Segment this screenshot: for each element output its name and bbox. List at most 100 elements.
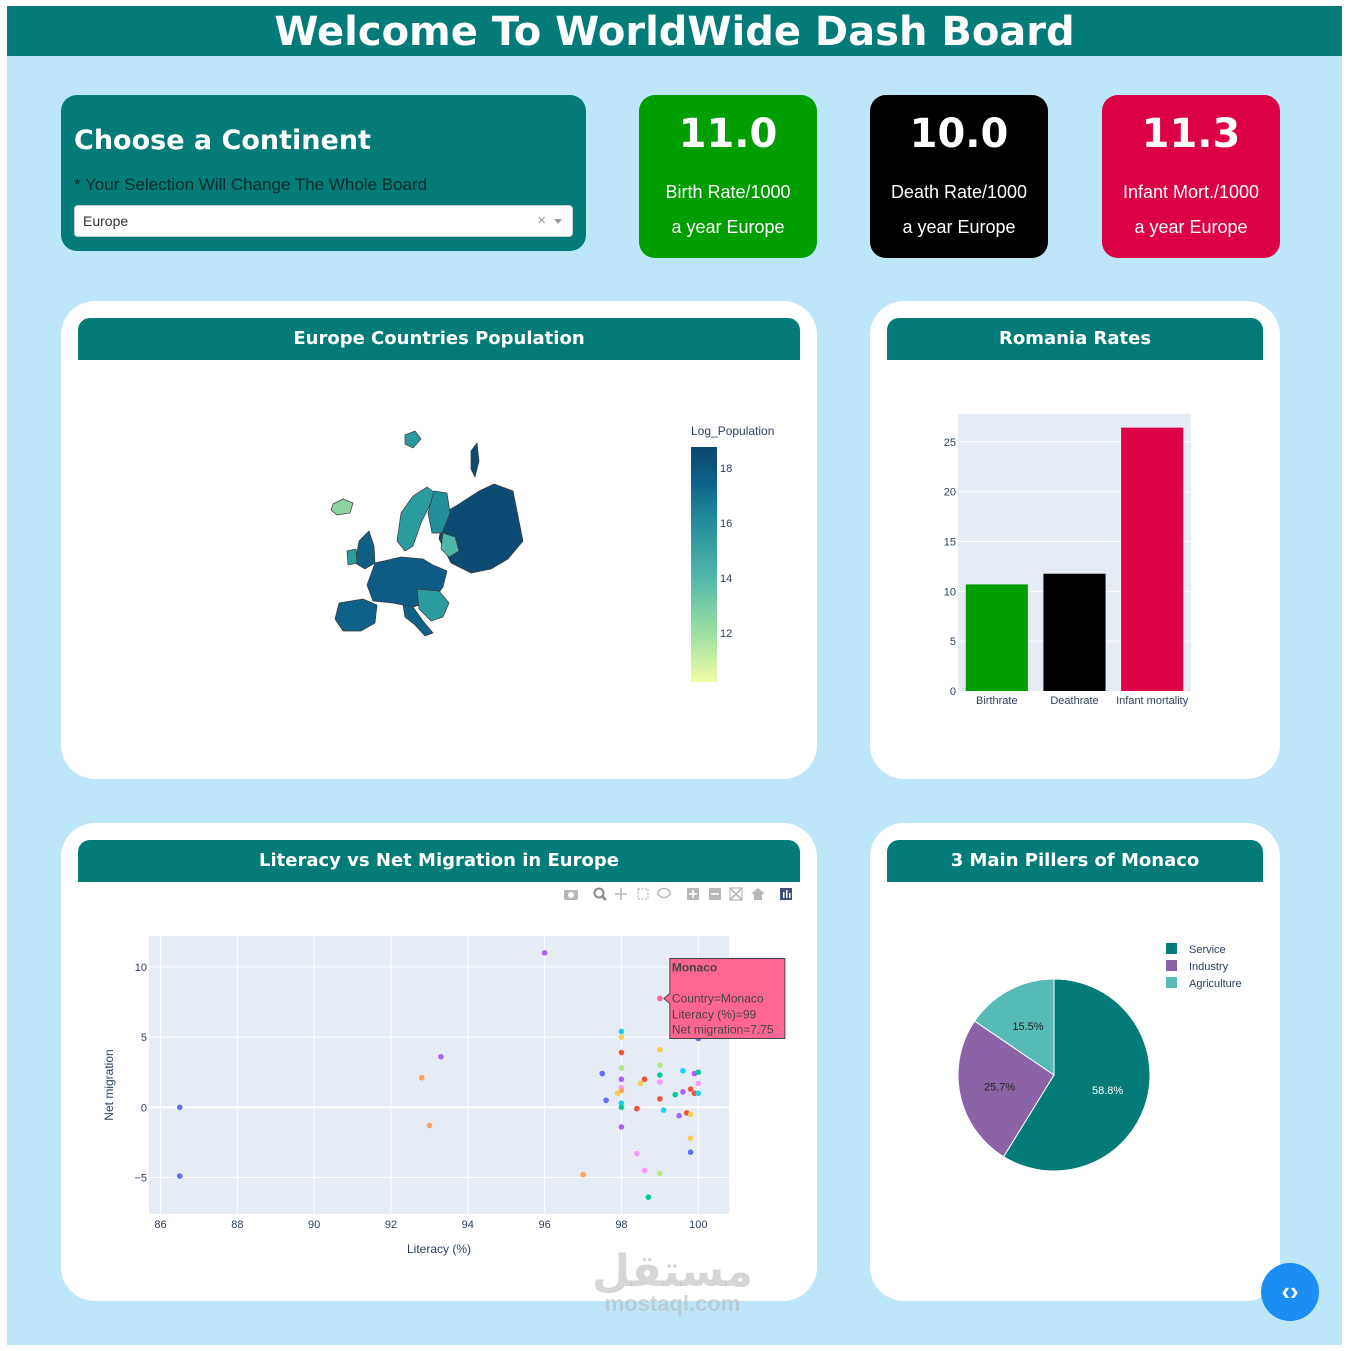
scatter-point[interactable]	[657, 1046, 663, 1053]
romania-rates-card: Romania Rates 0 5 10 15 20 25 Birthrate Deathra…	[870, 301, 1280, 779]
scatter-point[interactable]	[657, 1072, 663, 1078]
watermark-latin: mostaql.com	[604, 1291, 741, 1316]
rates-bar-chart[interactable]: 0 5 10 15 20 25 Birthrate Deathrate Infant morta…	[870, 301, 1280, 779]
scatter-point[interactable]	[641, 1076, 648, 1083]
scatter-point[interactable]	[687, 1149, 694, 1156]
camera-lens	[568, 892, 574, 898]
birth-rate-sublabel: a year Europe	[671, 217, 785, 237]
bar-infant-mortality[interactable]	[1121, 427, 1184, 691]
scatter-point[interactable]	[657, 1062, 663, 1068]
scatter-point[interactable]	[618, 1034, 625, 1040]
colorbar[interactable]	[691, 447, 717, 682]
bar-ytick-label: 20	[944, 487, 956, 499]
pie-legend-swatch	[1166, 977, 1177, 988]
scatter-point[interactable]	[687, 1086, 694, 1092]
box-select-icon[interactable]	[637, 888, 649, 900]
scatter-xlabel: Literacy (%)	[407, 1242, 471, 1256]
scatter-xtick-label: 86	[154, 1219, 166, 1231]
scatter-point[interactable]	[657, 1079, 663, 1085]
scatter-point[interactable]	[438, 1053, 444, 1060]
literacy-scatter-chart[interactable]: 86 88 90 92 94 96 98 100 10 5 0 −5 Literacy (%) Net m…	[61, 823, 817, 1301]
chevron-down-icon[interactable]	[554, 219, 562, 224]
scatter-point[interactable]	[676, 1112, 682, 1119]
scatter-plot-area	[149, 936, 729, 1214]
scatter-point[interactable]	[691, 1090, 698, 1097]
scatter-point[interactable]	[426, 1122, 433, 1129]
scatter-point[interactable]	[634, 1150, 640, 1157]
map-balkans	[416, 588, 450, 622]
bar-ytick-label: 25	[944, 437, 956, 449]
colorbar-tick-14: 14	[720, 573, 732, 585]
scatter-point[interactable]	[687, 1111, 694, 1118]
bar-deathrate[interactable]	[1043, 573, 1106, 691]
scatter-point[interactable]	[618, 1087, 625, 1094]
scatter-point[interactable]	[645, 1194, 652, 1200]
map-svalbard	[404, 430, 422, 449]
scatter-point[interactable]	[603, 1097, 609, 1104]
bar-birthrate[interactable]	[965, 584, 1028, 691]
tooltip-title: Monaco	[672, 960, 717, 974]
scatter-point[interactable]	[614, 1090, 621, 1097]
scatter-point[interactable]	[680, 1089, 686, 1095]
scatter-point[interactable]	[618, 1104, 625, 1111]
scatter-point[interactable]	[580, 1171, 586, 1178]
lasso-icon[interactable]	[657, 887, 671, 899]
scatter-point[interactable]	[541, 950, 548, 956]
reset-icon[interactable]	[751, 888, 765, 900]
pie-legend-label[interactable]: Service	[1189, 944, 1226, 956]
autoscale-icon[interactable]	[729, 887, 743, 901]
bar-ytick-label: 0	[950, 686, 956, 698]
scatter-point[interactable]	[657, 1170, 663, 1177]
population-map[interactable]: Log_Population 18 16 14 12	[61, 301, 817, 779]
infant-mortality-sublabel: a year Europe	[1134, 217, 1248, 237]
pie-legend-label[interactable]: Agriculture	[1189, 978, 1242, 990]
colorbar-title: Log_Population	[691, 424, 774, 438]
colorbar-tick-12: 12	[720, 628, 732, 640]
continent-dropdown[interactable]: Europe ×	[74, 205, 573, 237]
scatter-point[interactable]	[657, 1096, 663, 1102]
scatter-point[interactable]	[695, 1080, 702, 1087]
scatter-point[interactable]	[634, 1105, 640, 1112]
bar-ytick-label: 15	[944, 537, 956, 549]
pie-legend-label[interactable]: Industry	[1189, 961, 1229, 973]
pie-slice-service[interactable]	[1002, 978, 1151, 1172]
zoom-icon[interactable]	[593, 887, 607, 901]
scatter-point[interactable]	[176, 1173, 183, 1179]
scatter-point[interactable]	[672, 1091, 679, 1098]
europe-map-shapes[interactable]	[330, 430, 524, 637]
pie-slice-industry[interactable]	[957, 1020, 1055, 1158]
code-toggle-button[interactable]: ‹›	[1261, 1263, 1319, 1321]
scatter-point[interactable]	[618, 1124, 625, 1130]
scatter-point[interactable]	[660, 1107, 667, 1113]
zoom-out-icon[interactable]	[709, 888, 721, 900]
death-rate-sublabel: a year Europe	[902, 217, 1016, 237]
scatter-point[interactable]	[176, 1104, 183, 1111]
zoom-in-icon[interactable]	[687, 888, 699, 900]
scatter-point[interactable]	[618, 1049, 625, 1056]
scatter-point[interactable]	[599, 1070, 606, 1077]
plotly-logo-icon[interactable]	[780, 888, 792, 900]
scatter-point[interactable]	[687, 1135, 694, 1141]
scatter-point[interactable]	[618, 1065, 625, 1071]
camera-icon[interactable]	[564, 890, 578, 900]
scatter-point[interactable]	[618, 1028, 625, 1035]
scatter-point[interactable]	[637, 1080, 644, 1087]
scatter-point[interactable]	[695, 1069, 702, 1075]
home-shape	[751, 888, 765, 900]
scatter-point[interactable]	[695, 1090, 702, 1097]
scatter-point[interactable]	[618, 1100, 625, 1106]
monaco-pie-chart[interactable]: 58.8% 25.7% 15.5% Service Industry Agricultur…	[870, 823, 1280, 1301]
scatter-point[interactable]	[657, 995, 663, 1002]
pie-legend-swatch	[1166, 960, 1177, 971]
clear-icon[interactable]: ×	[537, 212, 546, 229]
map-russia	[438, 483, 524, 574]
autoscale-shape	[729, 887, 743, 901]
scatter-point[interactable]	[641, 1167, 648, 1174]
pan-icon[interactable]	[615, 888, 627, 900]
scatter-point[interactable]	[680, 1067, 686, 1074]
pie-slice-agriculture[interactable]	[973, 978, 1055, 1076]
scatter-xtick-label: 98	[615, 1219, 627, 1231]
scatter-point[interactable]	[418, 1075, 425, 1081]
scatter-point[interactable]	[618, 1076, 625, 1083]
